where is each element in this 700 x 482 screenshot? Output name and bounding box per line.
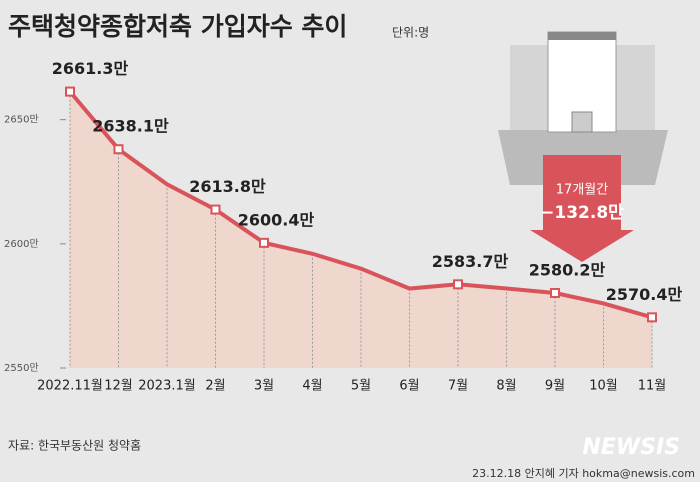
x-tick-label: 7월	[448, 379, 468, 394]
y-tick-label: 2650만	[4, 114, 39, 126]
y-tick-label: 2600만	[4, 238, 39, 250]
value-label: 2638.1만	[92, 117, 169, 136]
decrease-arrow	[530, 155, 634, 262]
x-tick-label: 9월	[545, 379, 565, 394]
marker	[647, 312, 657, 323]
x-tick-label: 10월	[589, 379, 618, 394]
annotation: 17개월간	[556, 183, 608, 198]
value-label: 2580.2만	[529, 261, 606, 280]
x-tick-label: 6월	[399, 379, 419, 394]
marker	[65, 86, 75, 97]
source: 자료: 한국부동산원 청약홈	[8, 438, 141, 453]
x-tick-label: 2월	[205, 379, 225, 394]
marker	[113, 144, 124, 155]
x-tick-label: 3월	[254, 379, 274, 394]
x-tick-label: 8월	[496, 379, 516, 394]
x-tick-label: 2022.11월	[37, 379, 103, 394]
annotation: −132.8만	[540, 203, 624, 223]
marker	[210, 204, 221, 215]
marker	[550, 288, 560, 299]
logo: NEWSIS	[582, 435, 680, 460]
unit-label: 단위:명	[392, 26, 429, 40]
chart-title: 주택청약종합저축 가입자수 추이	[8, 12, 347, 41]
x-tick-label: 12월	[104, 379, 133, 394]
value-label: 2570.4만	[606, 285, 683, 304]
value-label: 2600.4만	[238, 210, 315, 229]
x-tick-label: 5월	[351, 379, 371, 394]
x-tick-label: 2023.1월	[138, 379, 195, 394]
marker	[259, 237, 269, 248]
value-label: 2583.7만	[432, 252, 509, 271]
x-tick-label: 11월	[638, 379, 667, 394]
marker	[453, 279, 463, 290]
value-label: 2661.3만	[52, 59, 129, 78]
credit: 23.12.18 안지혜 기자 hokma@newsis.com	[472, 467, 695, 480]
y-tick-label: 2550만	[4, 362, 39, 374]
x-tick-label: 4월	[302, 379, 322, 394]
value-label: 2613.8만	[189, 177, 266, 196]
